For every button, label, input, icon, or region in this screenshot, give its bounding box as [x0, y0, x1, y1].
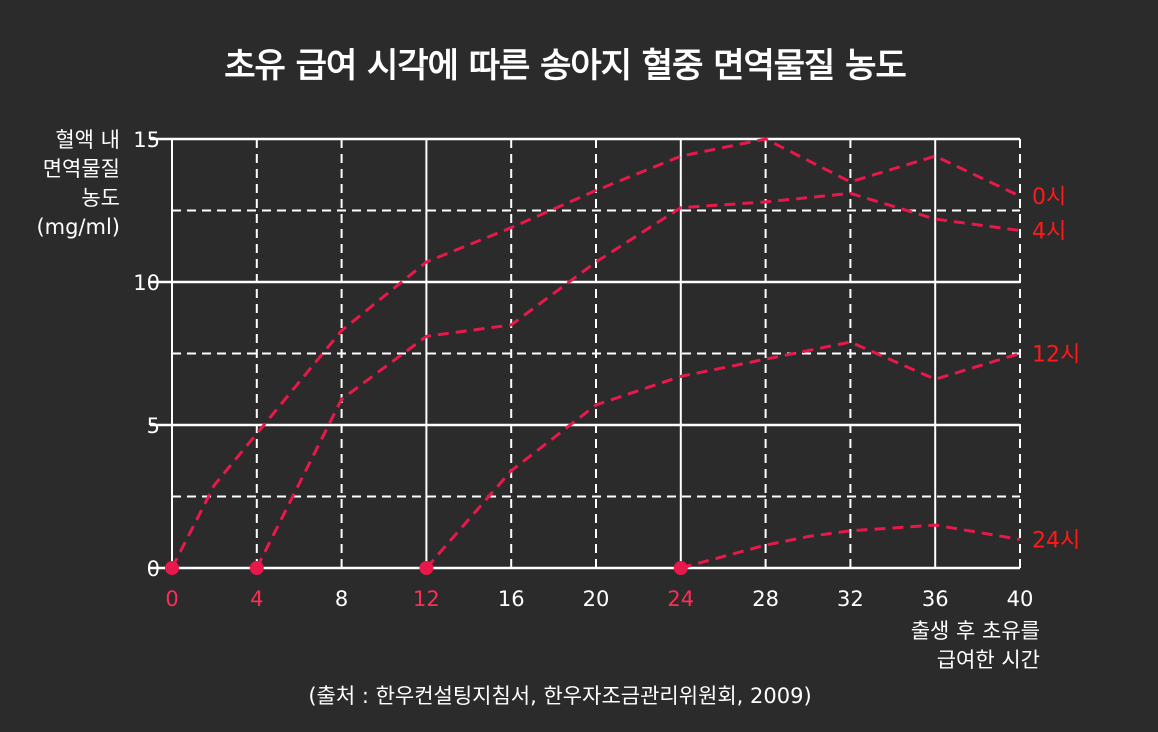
series-label: 4시	[1032, 220, 1066, 245]
start-point-marker	[249, 561, 264, 575]
y-axis-label: 혈액 내 면역물질 농도 (mg/ml)	[0, 126, 120, 242]
x-tick-label: 4	[250, 587, 263, 611]
x-axis-label: 출생 후 초유를 급여한 시간	[820, 617, 1040, 675]
x-tick-label: 32	[837, 587, 864, 611]
x-tick-label: 40	[1007, 587, 1034, 611]
x-tick-label: 28	[752, 587, 779, 611]
y-axis-label-line: 농도	[81, 186, 120, 210]
x-axis-label-line: 급여한 시간	[936, 648, 1040, 672]
x-tick-label: 36	[922, 587, 949, 611]
y-tick-label: 0	[147, 557, 160, 581]
x-tick-label: 20	[583, 587, 610, 611]
x-tick-label: 16	[498, 587, 525, 611]
x-tick-label: 24	[667, 587, 694, 611]
chart-title: 초유 급여 시각에 따른 송아지 혈중 면역물질 농도	[224, 46, 906, 86]
start-point-marker	[419, 561, 434, 575]
y-axis-label-line: (mg/ml)	[36, 215, 120, 239]
y-axis-label-line: 면역물질	[42, 157, 120, 181]
x-tick-label: 12	[413, 587, 440, 611]
y-tick-label: 10	[133, 271, 160, 295]
series-line	[680, 523, 1021, 570]
start-point-marker	[165, 561, 179, 575]
y-tick-label: 15	[133, 128, 160, 152]
x-axis-label-line: 출생 후 초유를	[910, 619, 1040, 643]
series-line	[425, 340, 1021, 569]
x-tick-label: 8	[335, 587, 348, 611]
start-point-marker	[673, 561, 688, 575]
series-label: 24시	[1032, 528, 1080, 553]
x-tick-label: 0	[165, 587, 178, 611]
series-line	[255, 191, 1021, 569]
y-tick-label: 5	[147, 414, 160, 438]
series-label: 12시	[1032, 343, 1080, 368]
y-axis-label-line: 혈액 내	[55, 128, 120, 152]
series-line	[170, 137, 1021, 569]
source-citation: (출처 : 한우컨설팅지침서, 한우자조금관리위원회, 2009)	[308, 684, 812, 708]
series-label: 0시	[1032, 185, 1066, 210]
